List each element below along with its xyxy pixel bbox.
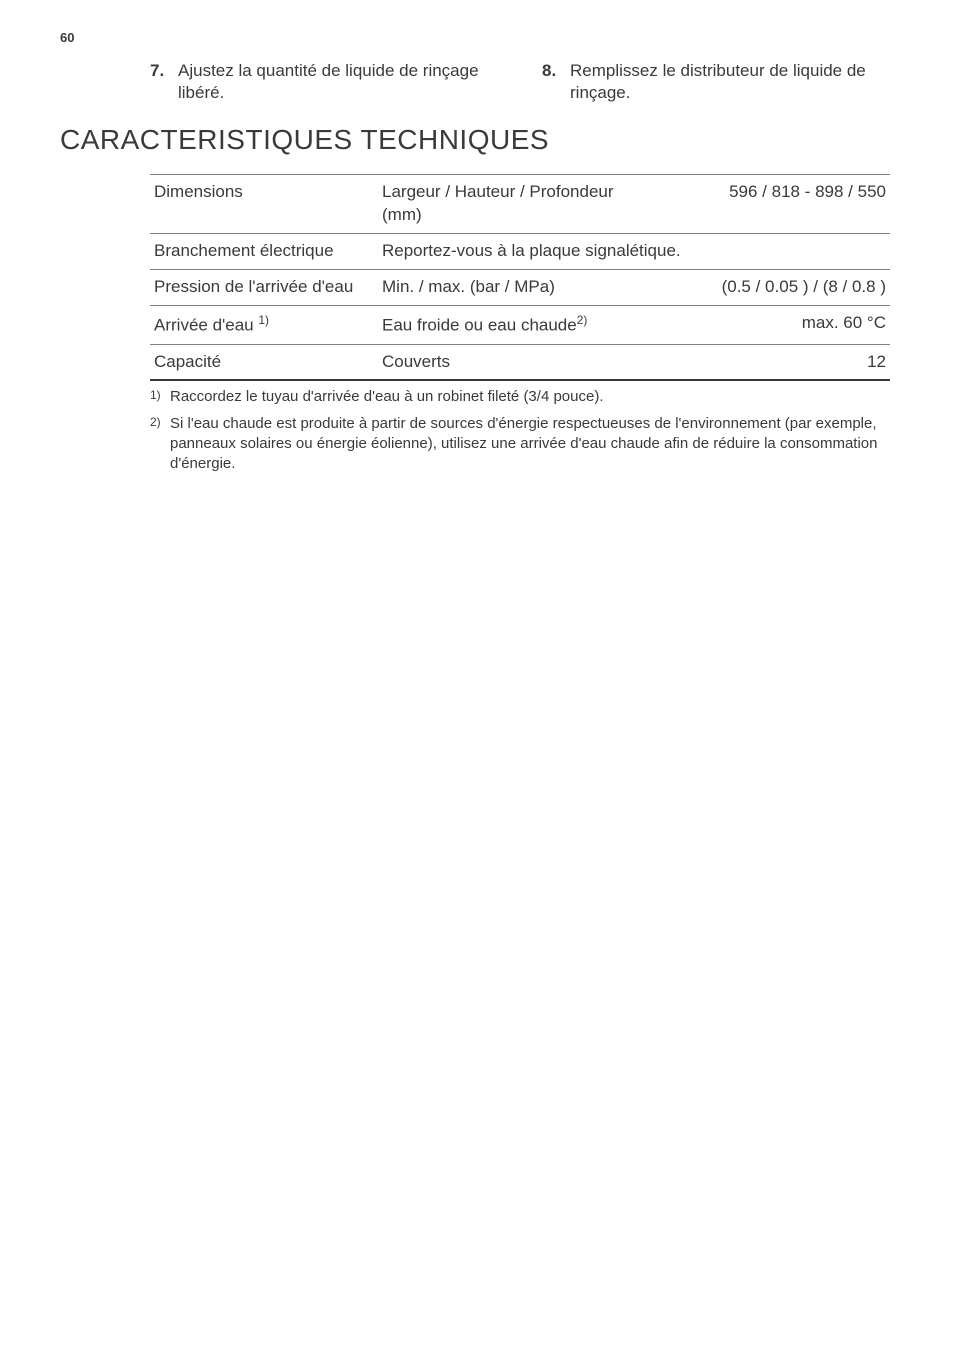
spec-table: DimensionsLargeur / Hauteur / Profondeur… [150,174,890,381]
spec-label: Dimensions [150,175,378,234]
spec-desc: Largeur / Hauteur / Profondeur (mm) [378,175,646,234]
step-text: Ajustez la quantité de liquide de rinçag… [178,60,502,104]
section-title: CARACTERISTIQUES TECHNIQUES [60,124,894,156]
spec-label: Pression de l'arrivée d'eau [150,270,378,306]
footnote-number: 1) [150,388,161,402]
page-number: 60 [60,30,74,45]
step-number: 7. [150,60,178,104]
spec-value: (0.5 / 0.05 ) / (8 / 0.8 ) [646,270,890,306]
spec-desc: Couverts [378,344,646,380]
step-text: Remplissez le distributeur de liquide de… [570,60,894,104]
spec-value: 596 / 818 - 898 / 550 [646,175,890,234]
footnote-number: 2) [150,415,161,429]
superscript-ref: 1) [258,313,269,327]
spec-value: 12 [646,344,890,380]
table-row: DimensionsLargeur / Hauteur / Profondeur… [150,175,890,234]
table-row: CapacitéCouverts12 [150,344,890,380]
step-number: 8. [542,60,570,104]
spec-value: max. 60 °C [646,305,890,344]
spec-desc: Reportez-vous à la plaque signalétique. [378,234,890,270]
table-row: Pression de l'arrivée d'eauMin. / max. (… [150,270,890,306]
step-item: 8. Remplissez le distributeur de liquide… [542,60,894,104]
footnote-item: 2) Si l'eau chaude est produite à partir… [150,414,890,475]
superscript-ref: 2) [577,313,588,327]
footnotes: 1) Raccordez le tuyau d'arrivée d'eau à … [150,387,890,474]
footnote-text: Raccordez le tuyau d'arrivée d'eau à un … [170,387,890,411]
footnote-item: 1) Raccordez le tuyau d'arrivée d'eau à … [150,387,890,411]
table-row: Branchement électriqueReportez-vous à la… [150,234,890,270]
steps-list: 7. Ajustez la quantité de liquide de rin… [150,60,894,104]
spec-desc: Eau froide ou eau chaude2) [378,305,646,344]
page-container: 60 7. Ajustez la quantité de liquide de … [0,0,954,474]
step-item: 7. Ajustez la quantité de liquide de rin… [150,60,502,104]
footnote-text: Si l'eau chaude est produite à partir de… [170,414,890,475]
spec-label: Branchement électrique [150,234,378,270]
table-row: Arrivée d'eau 1)Eau froide ou eau chaude… [150,305,890,344]
spec-desc: Min. / max. (bar / MPa) [378,270,646,306]
spec-label: Capacité [150,344,378,380]
spec-label: Arrivée d'eau 1) [150,305,378,344]
